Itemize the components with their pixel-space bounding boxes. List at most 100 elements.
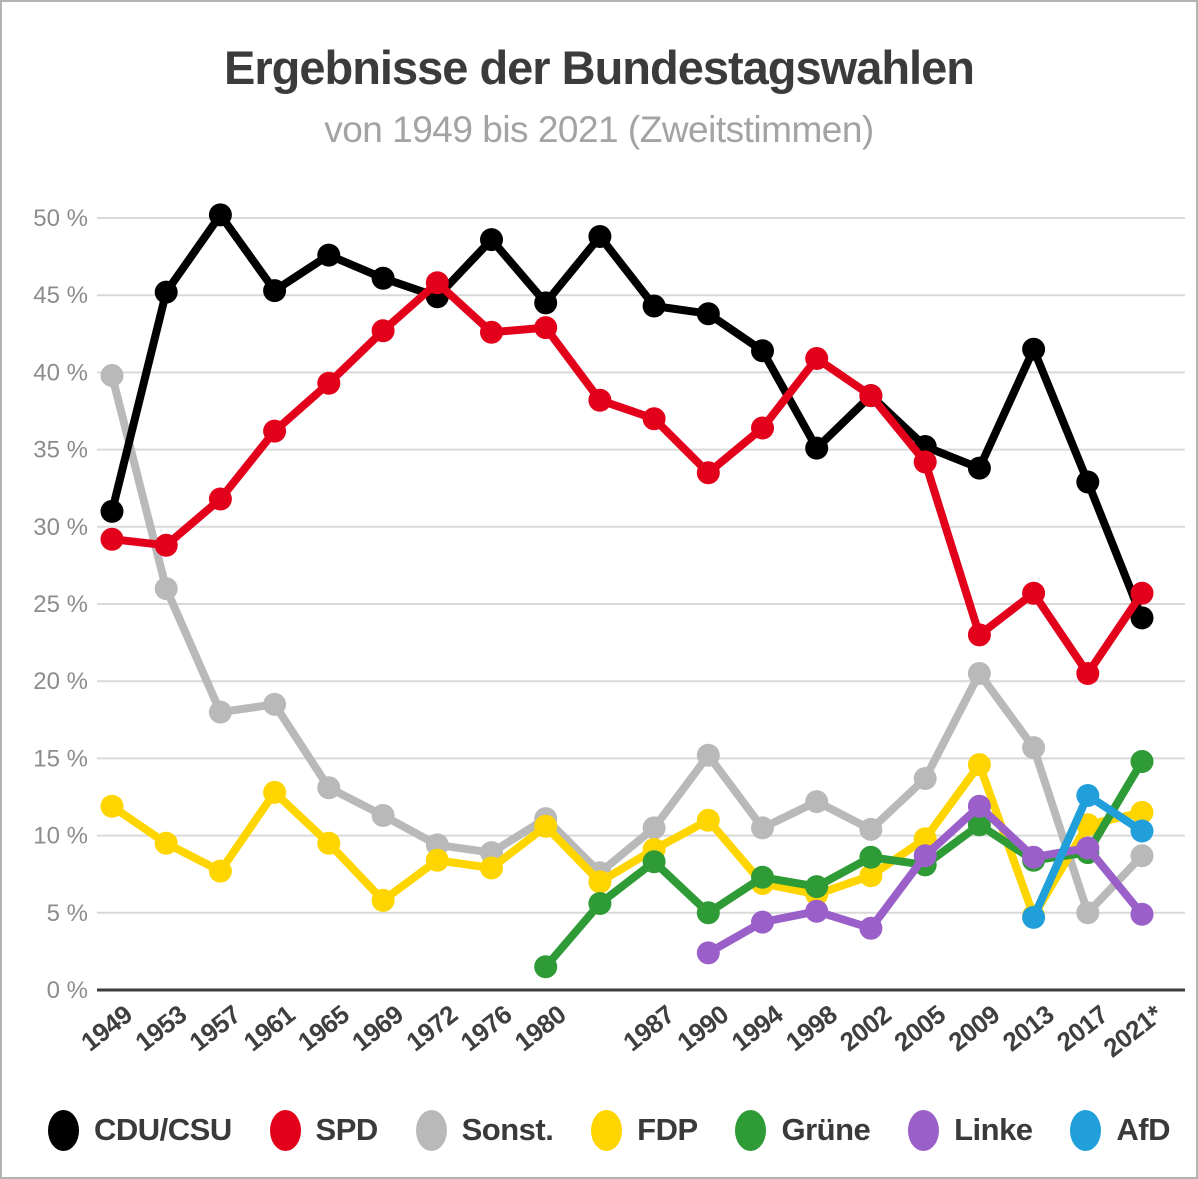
y-tick-label: 5 % — [47, 900, 88, 927]
data-point-spd — [1076, 662, 1100, 685]
data-point-gruene — [588, 892, 612, 915]
legend-dot-afd — [1070, 1109, 1102, 1151]
data-point-cdu-csu — [696, 302, 720, 326]
data-point-sonst — [859, 817, 883, 841]
data-point-sonst — [154, 577, 178, 601]
data-point-sonst — [967, 662, 991, 685]
data-point-fdp — [263, 780, 287, 804]
x-tick-label-2013: 2013 — [997, 999, 1060, 1057]
x-tick-label-1949: 1949 — [75, 999, 138, 1057]
data-point-cdu-csu — [588, 225, 612, 248]
series-sonst — [100, 364, 1154, 925]
data-point-fdp — [967, 753, 991, 777]
data-point-linke — [1076, 836, 1100, 860]
data-point-cdu-csu — [1130, 606, 1154, 630]
legend-label-sonst: Sonst. — [461, 1112, 554, 1147]
data-point-cdu-csu — [480, 228, 503, 252]
data-point-gruene — [1130, 750, 1154, 773]
data-point-spd — [1022, 581, 1046, 605]
y-tick-label: 20 % — [33, 668, 88, 695]
data-point-fdp — [371, 888, 395, 912]
data-point-gruene — [859, 845, 883, 869]
x-tick-label-1972: 1972 — [400, 999, 463, 1057]
data-point-sonst — [317, 776, 341, 800]
data-point-spd — [371, 319, 395, 343]
data-point-cdu-csu — [534, 291, 558, 315]
data-point-spd — [154, 533, 178, 557]
y-tick-label: 40 % — [33, 359, 88, 386]
data-point-linke — [751, 910, 774, 934]
data-point-cdu-csu — [208, 203, 232, 227]
data-point-fdp — [154, 831, 178, 855]
x-tick-label-2005: 2005 — [888, 999, 951, 1057]
data-point-gruene — [967, 813, 991, 837]
series-fdp — [100, 753, 1154, 928]
chart-subtitle: von 1949 bis 2021 (Zweitstimmen) — [324, 109, 874, 150]
data-point-cdu-csu — [751, 339, 774, 363]
data-point-cdu-csu — [642, 294, 666, 318]
data-point-spd — [1130, 581, 1154, 605]
data-point-spd — [696, 461, 720, 485]
data-point-linke — [967, 794, 991, 818]
legend-label-linke: Linke — [954, 1112, 1033, 1147]
legend-label-spd: SPD — [315, 1112, 379, 1147]
x-tick-label-1969: 1969 — [346, 999, 409, 1057]
data-point-spd — [859, 384, 883, 408]
data-point-linke — [805, 899, 829, 923]
data-point-afd — [1076, 784, 1100, 807]
x-tick-label-1976: 1976 — [455, 999, 518, 1057]
y-tick-label: 45 % — [33, 282, 88, 309]
data-point-fdp — [859, 864, 883, 888]
x-tick-label-2002: 2002 — [834, 999, 897, 1057]
data-point-spd — [805, 347, 829, 370]
legend-label-fdp: FDP — [637, 1112, 698, 1147]
data-point-sonst — [100, 364, 124, 387]
y-tick-label: 25 % — [33, 591, 88, 618]
x-tick-label-1953: 1953 — [129, 999, 192, 1057]
data-point-gruene — [642, 850, 666, 874]
chart-header: Ergebnisse der Bundestagswahlen von 1949… — [2, 40, 1196, 151]
data-point-sonst — [913, 767, 937, 790]
series-line-cdu-csu — [108, 210, 1146, 622]
x-tick-label-1987: 1987 — [617, 999, 680, 1057]
legend-label-gruene: Grüne — [781, 1112, 871, 1147]
x-tick-label-1957: 1957 — [184, 999, 247, 1057]
data-point-gruene — [805, 875, 829, 899]
series-spd — [100, 271, 1154, 685]
data-point-spd — [480, 320, 503, 344]
legend-item-linke: Linke — [908, 1109, 1033, 1151]
data-point-fdp — [588, 870, 612, 894]
y-axis-labels: 0 % 5 % 10 % 15 % 20 % 25 % 30 % 35 % 40 % 45 % 50… — [33, 205, 88, 1004]
data-point-gruene — [534, 955, 558, 979]
y-tick-label: 50 % — [33, 205, 88, 232]
x-tick-label-1990: 1990 — [672, 999, 735, 1057]
data-point-spd — [751, 416, 774, 440]
data-point-gruene — [696, 901, 720, 925]
data-point-spd — [208, 487, 232, 511]
data-point-sonst — [371, 804, 395, 827]
data-point-linke — [1130, 902, 1154, 926]
series-linke — [696, 794, 1154, 965]
data-point-cdu-csu — [1076, 470, 1100, 494]
legend-dot-gruene — [735, 1109, 767, 1151]
data-point-fdp — [480, 856, 503, 880]
chart-title: Ergebnisse der Bundestagswahlen — [224, 41, 975, 94]
data-point-sonst — [805, 790, 829, 814]
legend-item-cdu-csu: CDU/CSU — [48, 1109, 232, 1151]
legend-item-gruene: Grüne — [735, 1109, 871, 1151]
x-tick-label-1961: 1961 — [238, 999, 301, 1057]
data-point-linke — [859, 916, 883, 940]
y-tick-label: 0 % — [47, 977, 88, 1004]
x-tick-label-2021: 2021* — [1098, 998, 1169, 1063]
legend-label-afd: AfD — [1116, 1112, 1170, 1147]
series-line-sonst — [108, 371, 1146, 917]
data-point-spd — [913, 450, 937, 474]
data-point-linke — [913, 844, 937, 868]
data-point-fdp — [1076, 813, 1100, 837]
gridlines — [97, 217, 1185, 992]
legend-dot-cdu-csu — [48, 1109, 79, 1151]
data-point-sonst — [208, 700, 232, 724]
data-point-spd — [967, 623, 991, 647]
data-point-linke — [1022, 845, 1046, 869]
